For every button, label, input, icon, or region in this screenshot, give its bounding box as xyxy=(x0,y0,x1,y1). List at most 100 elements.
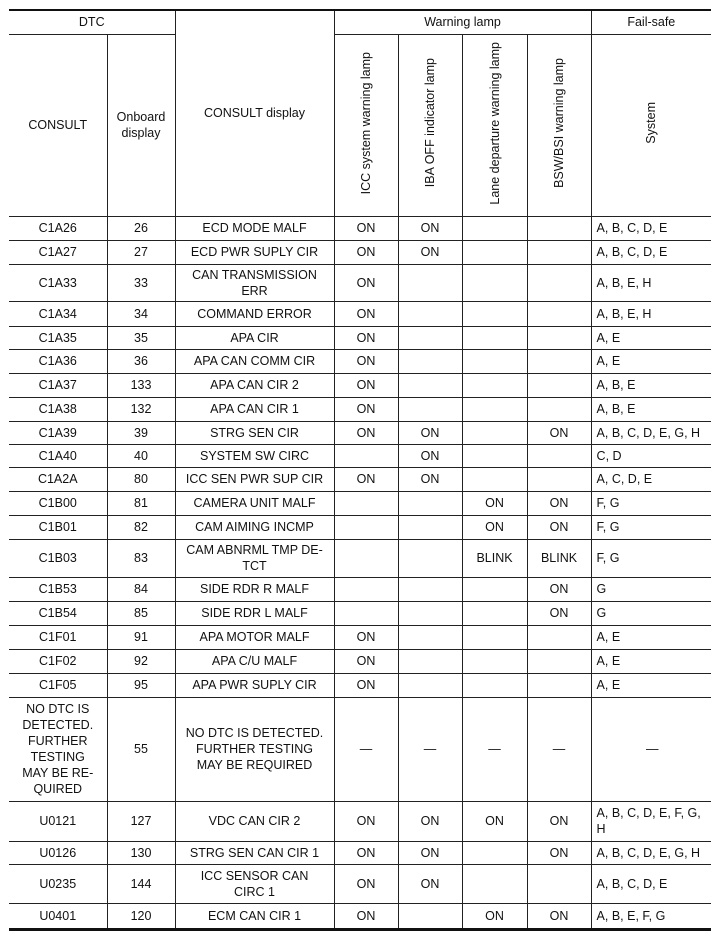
warning-lamp-header: Warning lamp xyxy=(333,9,592,35)
icc-lamp-header: ICC system warning lamp xyxy=(333,33,399,217)
cell-bsw xyxy=(526,348,592,374)
cell-consult: C1B00 xyxy=(9,490,108,516)
cell-lane xyxy=(461,239,528,265)
consult-display-header: CONSULT display xyxy=(174,9,335,217)
bsw-lamp-header: BSW/BSI warning lamp xyxy=(526,33,592,217)
bsw-lamp-label: BSW/BSI warning lamp xyxy=(552,58,567,188)
cell-system: G xyxy=(590,600,712,626)
table-row: C1B54 85 SIDE RDR L MALF ON G xyxy=(9,600,712,626)
cell-onboard: 26 xyxy=(106,215,176,241)
cell-system: A, B, C, D, E xyxy=(590,863,712,904)
cell-lane xyxy=(461,466,528,492)
cell-lane xyxy=(461,348,528,374)
cell-consult: C1A34 xyxy=(9,300,108,327)
system-label: System xyxy=(644,102,659,144)
table-row: C1B03 83 CAM ABNRML TMP DE- TCT BLINK BLINK F… xyxy=(9,538,712,578)
table-row: C1A35 35 APA CIR ON A, E xyxy=(9,325,712,350)
cell-onboard: 34 xyxy=(106,300,176,327)
cell-bsw xyxy=(526,215,592,241)
cell-consult: C1A33 xyxy=(9,263,108,302)
cell-display: CAM AIMING INCMP xyxy=(174,514,335,540)
cell-bsw: ON xyxy=(526,800,592,842)
cell-icc: ON xyxy=(333,863,399,904)
cell-icc: ON xyxy=(333,372,399,398)
cell-onboard: 92 xyxy=(106,648,176,674)
cell-consult: C1A26 xyxy=(9,215,108,241)
cell-consult: C1F02 xyxy=(9,648,108,674)
cell-onboard: 84 xyxy=(106,576,176,602)
cell-system: A, B, E, H xyxy=(590,300,712,327)
cell-onboard: 132 xyxy=(106,396,176,422)
cell-system: A, E xyxy=(590,648,712,674)
table-body: C1A26 26 ECD MODE MALF ON ON A, B, C, D, E C1A… xyxy=(9,215,712,931)
cell-consult: U0401 xyxy=(9,902,108,931)
cell-bsw xyxy=(526,624,592,650)
cell-iba: ON xyxy=(397,420,463,445)
table-row: C1A36 36 APA CAN COMM CIR ON A, E xyxy=(9,348,712,374)
cell-icc: ON xyxy=(333,648,399,674)
table-row: C1F01 91 APA MOTOR MALF ON A, E xyxy=(9,624,712,650)
cell-lane: ON xyxy=(461,490,528,516)
table-row: NO DTC IS DETECTED. FURTHER TESTING MAY … xyxy=(9,696,712,802)
cell-lane xyxy=(461,443,528,468)
cell-display: VDC CAN CIR 2 xyxy=(174,800,335,842)
cell-onboard: 80 xyxy=(106,466,176,492)
cell-iba xyxy=(397,672,463,698)
table-row: C1A26 26 ECD MODE MALF ON ON A, B, C, D, E xyxy=(9,215,712,241)
dtc-table: DTC CONSULT display Warning lamp Fail-sa… xyxy=(9,9,712,931)
cell-consult: NO DTC IS DETECTED. FURTHER TESTING MAY … xyxy=(9,696,108,802)
cell-lane xyxy=(461,420,528,445)
table-row: U0235 144 ICC SENSOR CAN CIRC 1 ON ON A, B, C… xyxy=(9,863,712,904)
cell-icc: ON xyxy=(333,215,399,241)
cell-icc xyxy=(333,538,399,578)
cell-onboard: 91 xyxy=(106,624,176,650)
cell-iba: ON xyxy=(397,840,463,865)
cell-onboard: 33 xyxy=(106,263,176,302)
cell-onboard: 35 xyxy=(106,325,176,350)
cell-iba xyxy=(397,372,463,398)
cell-iba: ON xyxy=(397,443,463,468)
cell-onboard: 81 xyxy=(106,490,176,516)
table-row: C1A33 33 CAN TRANSMISSION ERR ON A, B, E, H xyxy=(9,263,712,302)
cell-iba xyxy=(397,514,463,540)
table-row: C1F02 92 APA C/U MALF ON A, E xyxy=(9,648,712,674)
cell-display: APA CAN COMM CIR xyxy=(174,348,335,374)
cell-bsw xyxy=(526,466,592,492)
cell-bsw: ON xyxy=(526,490,592,516)
table-row: C1A34 34 COMMAND ERROR ON A, B, E, H xyxy=(9,300,712,327)
cell-onboard: 120 xyxy=(106,902,176,931)
cell-system: A, B, E xyxy=(590,396,712,422)
cell-lane xyxy=(461,325,528,350)
cell-bsw xyxy=(526,648,592,674)
iba-lamp-label: IBA OFF indicator lamp xyxy=(423,58,438,188)
cell-onboard: 39 xyxy=(106,420,176,445)
table-row: C1B01 82 CAM AIMING INCMP ON ON F, G xyxy=(9,514,712,540)
cell-display: ICC SEN PWR SUP CIR xyxy=(174,466,335,492)
cell-display: APA CAN CIR 2 xyxy=(174,372,335,398)
cell-display: APA CAN CIR 1 xyxy=(174,396,335,422)
cell-consult: C1B01 xyxy=(9,514,108,540)
cell-icc: ON xyxy=(333,902,399,931)
cell-icc: — xyxy=(333,696,399,802)
cell-system: A, B, C, D, E xyxy=(590,215,712,241)
lane-lamp-header: Lane departure warning lamp xyxy=(461,33,528,217)
cell-system: A, E xyxy=(590,672,712,698)
cell-display: APA C/U MALF xyxy=(174,648,335,674)
cell-display: CAN TRANSMISSION ERR xyxy=(174,263,335,302)
cell-onboard: 133 xyxy=(106,372,176,398)
cell-consult: C1A38 xyxy=(9,396,108,422)
cell-lane xyxy=(461,863,528,904)
cell-iba xyxy=(397,624,463,650)
iba-lamp-header: IBA OFF indicator lamp xyxy=(397,33,463,217)
cell-system: A, B, E, H xyxy=(590,263,712,302)
cell-bsw xyxy=(526,325,592,350)
cell-iba xyxy=(397,396,463,422)
cell-display: ECM CAN CIR 1 xyxy=(174,902,335,931)
cell-bsw xyxy=(526,300,592,327)
cell-iba: ON xyxy=(397,863,463,904)
cell-onboard: 55 xyxy=(106,696,176,802)
cell-system: — xyxy=(590,696,712,802)
cell-consult: C1B54 xyxy=(9,600,108,626)
cell-system: A, B, C, D, E, G, H xyxy=(590,420,712,445)
cell-consult: C1A39 xyxy=(9,420,108,445)
